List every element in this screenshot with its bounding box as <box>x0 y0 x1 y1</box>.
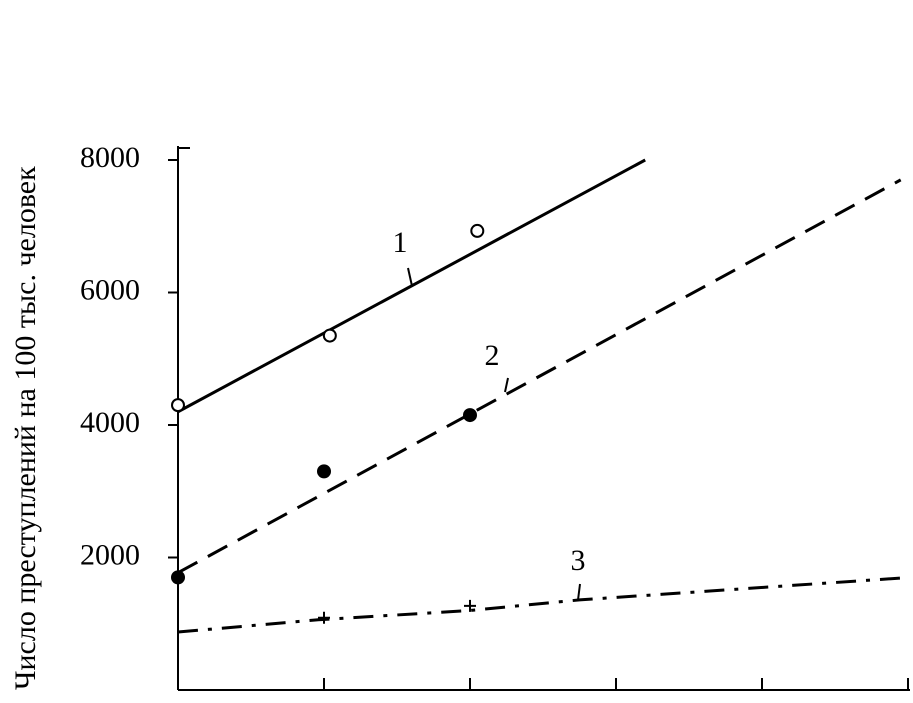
series-line <box>177 178 902 575</box>
point <box>470 223 485 238</box>
leader <box>504 377 509 393</box>
point <box>464 599 476 612</box>
leader <box>577 583 581 601</box>
point <box>171 398 185 413</box>
point <box>171 570 185 585</box>
series-line <box>177 576 901 634</box>
point <box>322 328 337 343</box>
y-tick-label: 4000 <box>80 406 140 439</box>
point <box>463 408 477 423</box>
leader <box>407 267 413 287</box>
y-tick-label: 8000 <box>80 141 140 174</box>
y-tick-label: 6000 <box>80 273 140 306</box>
series-label: 1 <box>393 226 408 259</box>
y-axis-label: Число преступлений на 100 тыс. человек <box>9 166 42 690</box>
series-label: 3 <box>571 544 586 577</box>
point <box>318 611 330 624</box>
series-label: 2 <box>485 339 500 372</box>
point <box>317 464 331 479</box>
y-tick-label: 2000 <box>80 538 140 571</box>
